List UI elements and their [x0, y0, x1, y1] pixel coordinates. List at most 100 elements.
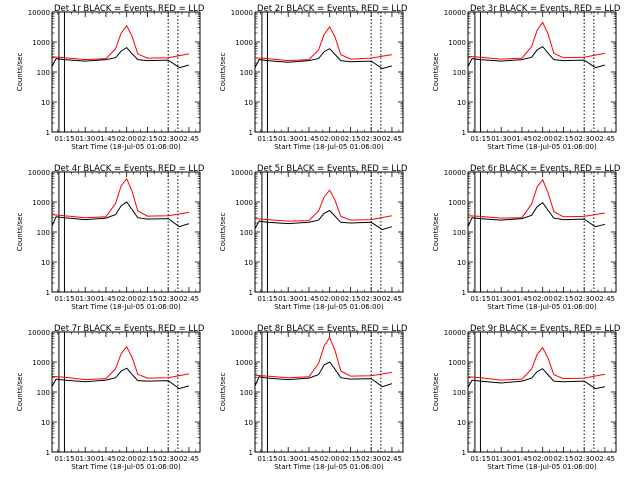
x-tick-label: 01:15: [54, 455, 74, 463]
x-axis-title: Start Time (18-Jul-05 01:06:00): [274, 463, 384, 471]
y-tick-label: 1000: [32, 199, 50, 207]
y-tick-label: 100: [453, 389, 466, 397]
x-tick-label: 02:00: [320, 455, 340, 463]
x-tick-label: 01:30: [75, 295, 95, 303]
x-tick-label: 02:30: [361, 135, 381, 143]
lld-rate-line: [467, 178, 605, 219]
y-tick-label: 100: [453, 69, 466, 77]
x-tick-label: 01:45: [299, 295, 319, 303]
x-tick-label: 01:15: [470, 455, 490, 463]
x-tick-label: 02:30: [361, 295, 381, 303]
y-axis-title: Counts/sec: [16, 213, 24, 252]
y-axis-title: Counts/sec: [219, 53, 227, 92]
x-tick-label: 02:45: [595, 295, 615, 303]
x-tick-label: 02:45: [382, 295, 402, 303]
lld-rate-line: [51, 24, 189, 61]
y-axis-title: Counts/sec: [432, 53, 440, 92]
detector-panel-7: Det 7r BLACK = Events, RED = LLD 1 10 100 10…: [16, 324, 205, 471]
y-tick-label: 10: [457, 99, 466, 107]
x-tick-label: 02:30: [574, 455, 594, 463]
lld-rate-line: [51, 345, 189, 381]
detector-panel-6: Det 6r BLACK = Events, RED = LLD 1 10 100 10…: [432, 164, 621, 311]
x-tick-label: 02:15: [137, 135, 157, 143]
y-tick-label: 100: [37, 229, 50, 237]
y-tick-label: 1000: [448, 39, 466, 47]
y-tick-label: 10: [244, 259, 253, 267]
y-tick-label: 100: [240, 229, 253, 237]
x-tick-label: 02:00: [320, 135, 340, 143]
x-tick-label: 01:15: [257, 455, 277, 463]
y-axis-title: Counts/sec: [219, 213, 227, 252]
x-tick-label: 01:45: [512, 295, 532, 303]
y-tick-label: 10: [244, 99, 253, 107]
panel-title: Det 1r BLACK = Events, RED = LLD: [54, 4, 205, 14]
y-tick-label: 1: [462, 129, 466, 137]
y-tick-label: 100: [240, 69, 253, 77]
lld-rate-line: [254, 336, 392, 379]
x-axis-title: Start Time (18-Jul-05 01:06:00): [274, 143, 384, 151]
x-tick-label: 01:45: [96, 135, 116, 143]
y-tick-label: 1000: [235, 39, 253, 47]
x-tick-label: 02:30: [574, 295, 594, 303]
y-tick-label: 1000: [448, 199, 466, 207]
detector-panel-9: Det 9r BLACK = Events, RED = LLD 1 10 100 10…: [432, 324, 621, 471]
detector-panel-2: Det 2r BLACK = Events, RED = LLD 1 10 100 10…: [219, 4, 408, 151]
x-tick-label: 02:15: [553, 135, 573, 143]
y-tick-label: 10: [41, 99, 50, 107]
x-axis-title: Start Time (18-Jul-05 01:06:00): [71, 303, 181, 311]
x-axis-title: Start Time (18-Jul-05 01:06:00): [487, 463, 597, 471]
x-tick-label: 01:30: [278, 295, 298, 303]
x-tick-label: 01:45: [512, 135, 532, 143]
x-tick-label: 01:45: [512, 455, 532, 463]
x-tick-label: 01:30: [75, 455, 95, 463]
y-tick-label: 1: [462, 449, 466, 457]
y-axis-title: Counts/sec: [16, 373, 24, 412]
x-tick-label: 01:30: [278, 455, 298, 463]
x-tick-label: 01:15: [257, 295, 277, 303]
y-axis-title: Counts/sec: [432, 213, 440, 252]
x-tick-label: 02:45: [595, 135, 615, 143]
y-tick-label: 1: [249, 449, 253, 457]
x-axis-title: Start Time (18-Jul-05 01:06:00): [71, 143, 181, 151]
x-tick-label: 02:00: [117, 455, 137, 463]
panel-title: Det 5r BLACK = Events, RED = LLD: [257, 164, 408, 174]
y-tick-label: 1: [46, 289, 50, 297]
x-tick-label: 01:15: [470, 135, 490, 143]
y-axis-title: Counts/sec: [219, 373, 227, 412]
x-axis-title: Start Time (18-Jul-05 01:06:00): [71, 463, 181, 471]
y-tick-label: 1: [46, 449, 50, 457]
detector-panel-3: Det 3r BLACK = Events, RED = LLD 1 10 100 10…: [432, 4, 621, 151]
x-tick-label: 02:45: [595, 455, 615, 463]
x-tick-label: 02:45: [179, 455, 199, 463]
x-tick-label: 02:45: [382, 455, 402, 463]
events-rate-line: [51, 201, 190, 228]
y-tick-label: 10: [41, 419, 50, 427]
x-tick-label: 02:00: [117, 135, 137, 143]
events-rate-line: [51, 367, 190, 390]
x-tick-label: 01:30: [278, 135, 298, 143]
x-tick-label: 02:15: [137, 455, 157, 463]
events-rate-line: [467, 45, 606, 69]
y-tick-label: 100: [240, 389, 253, 397]
events-rate-line: [254, 209, 393, 231]
lld-rate-line: [467, 346, 605, 381]
x-tick-label: 01:30: [491, 455, 511, 463]
x-tick-label: 02:45: [179, 295, 199, 303]
x-tick-label: 01:45: [96, 295, 116, 303]
detector-panel-1: Det 1r BLACK = Events, RED = LLD 1 10 100 10…: [16, 4, 205, 151]
panel-title: Det 4r BLACK = Events, RED = LLD: [54, 164, 205, 174]
y-tick-label: 1: [46, 129, 50, 137]
y-tick-label: 1: [462, 289, 466, 297]
x-tick-label: 01:30: [75, 135, 95, 143]
y-tick-label: 100: [453, 229, 466, 237]
x-tick-label: 02:30: [158, 135, 178, 143]
x-tick-label: 02:15: [137, 295, 157, 303]
x-tick-label: 01:30: [491, 295, 511, 303]
y-tick-label: 10000: [28, 169, 50, 177]
x-tick-label: 01:15: [54, 135, 74, 143]
x-tick-label: 01:15: [54, 295, 74, 303]
y-tick-label: 10: [457, 419, 466, 427]
lld-rate-line: [467, 21, 605, 60]
x-tick-label: 02:15: [553, 295, 573, 303]
y-tick-label: 1000: [235, 199, 253, 207]
